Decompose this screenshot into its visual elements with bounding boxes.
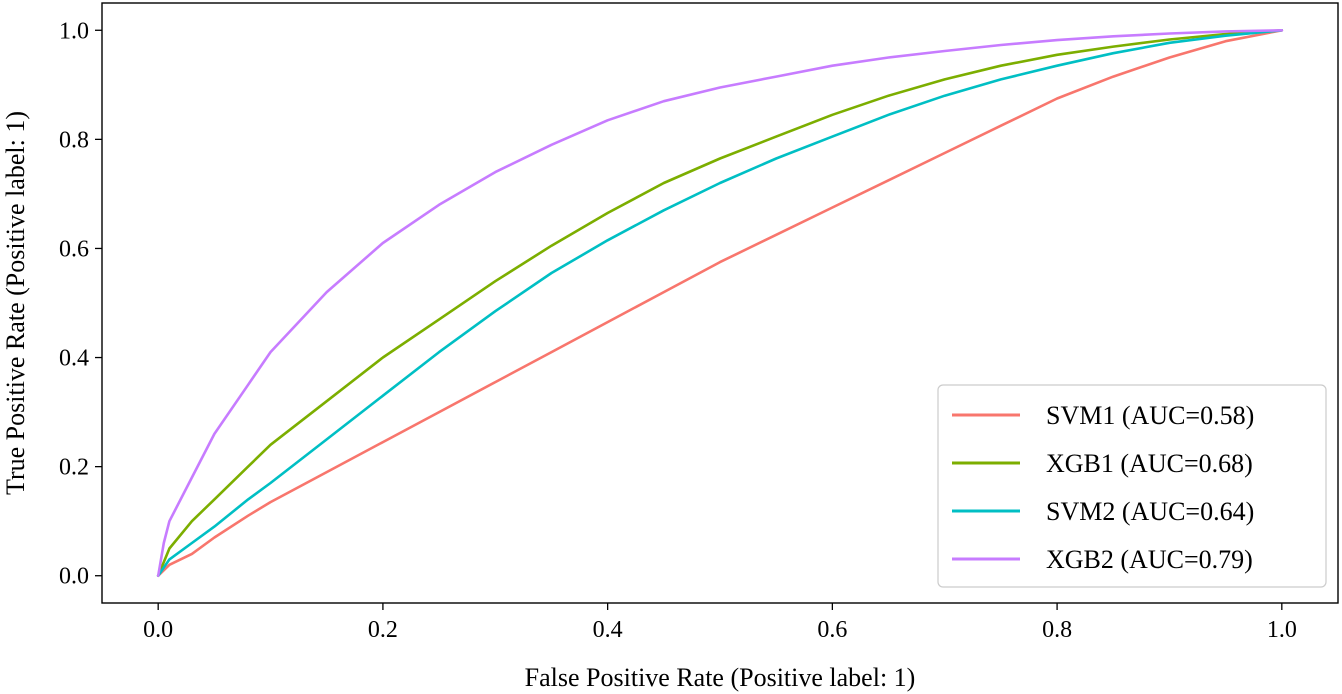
y-tick-label: 0.6 <box>59 236 89 262</box>
series-line-4 <box>156 29 1284 577</box>
x-tick-label: 0.4 <box>593 617 623 643</box>
y-tick-label: 0.2 <box>59 455 89 481</box>
x-tick-label: 0.6 <box>817 617 847 643</box>
plot-area-frame <box>101 2 1339 604</box>
x-tick-label: 0.8 <box>1042 617 1072 643</box>
legend-frame <box>937 384 1327 588</box>
series-line-2 <box>156 29 1284 577</box>
legend-label-1: SVM1 (AUC=0.58) <box>1046 401 1254 430</box>
legend-label-2: XGB1 (AUC=0.68) <box>1046 449 1253 478</box>
y-axis-label: True Positive Rate (Positive label: 1) <box>1 111 30 495</box>
x-tick-label: 0.0 <box>143 617 173 643</box>
ticks-layer: 0.0 0.2 0.4 0.6 0.8 1.0 0.0 0.2 0.4 0.6 0.8 1.0 <box>59 18 1297 643</box>
y-tick-label: 0.0 <box>59 564 89 590</box>
series-layer <box>156 29 1284 577</box>
legend: SVM1 (AUC=0.58) XGB1 (AUC=0.68) SVM2 (AUC=… <box>937 384 1327 588</box>
series-line-1 <box>156 29 1284 577</box>
series-line-3 <box>156 29 1284 577</box>
y-tick-label: 0.4 <box>59 346 89 372</box>
x-axis-label: False Positive Rate (Positive label: 1) <box>525 663 916 692</box>
x-tick-label: 1.0 <box>1267 617 1297 643</box>
y-tick-label: 0.8 <box>59 127 89 153</box>
y-tick-label: 1.0 <box>59 18 89 44</box>
x-tick-label: 0.2 <box>368 617 398 643</box>
legend-label-3: SVM2 (AUC=0.64) <box>1046 497 1254 526</box>
legend-label-4: XGB2 (AUC=0.79) <box>1046 545 1253 574</box>
